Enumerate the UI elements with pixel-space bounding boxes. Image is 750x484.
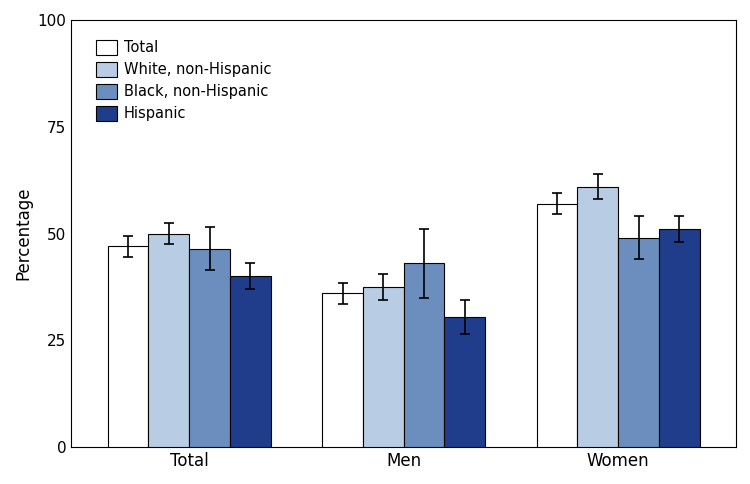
Bar	[404, 263, 445, 447]
Legend: Total, White, non-Hispanic, Black, non-Hispanic, Hispanic: Total, White, non-Hispanic, Black, non-H…	[92, 36, 276, 126]
Bar	[578, 186, 618, 447]
Bar	[363, 287, 404, 447]
Bar	[322, 293, 363, 447]
Bar	[148, 234, 189, 447]
Bar	[618, 238, 659, 447]
Bar	[659, 229, 700, 447]
Bar	[445, 317, 485, 447]
Bar	[537, 204, 578, 447]
Bar	[108, 246, 148, 447]
Bar	[230, 276, 271, 447]
Bar	[189, 248, 230, 447]
Y-axis label: Percentage: Percentage	[14, 187, 32, 280]
